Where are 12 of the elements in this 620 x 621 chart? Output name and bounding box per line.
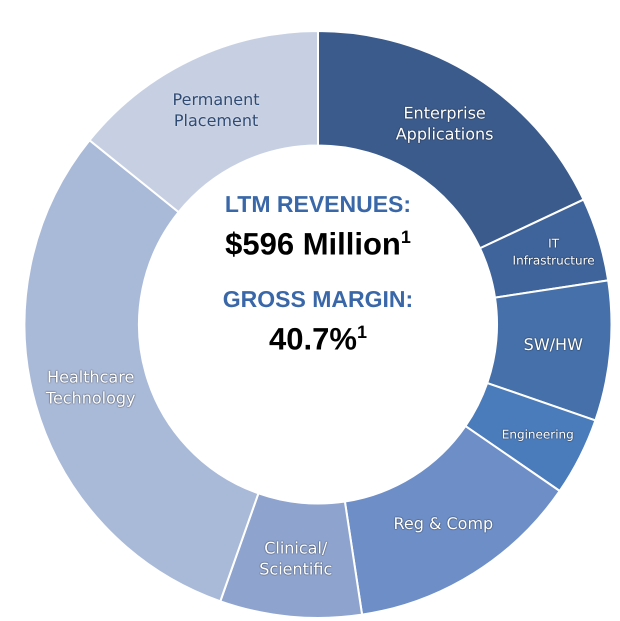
text: GROSS MARGIN: (222, 285, 414, 314)
slice-label: Healthcare Technology (44, 368, 136, 408)
slice-label: Clinical/Scientific (259, 538, 332, 578)
text: $596 Million$^{1}$ (224, 225, 412, 264)
slice-label: Permanent Placement (172, 90, 260, 130)
slice-label: Enterprise Applications (396, 104, 494, 144)
text: LTM REVENUES: (224, 190, 412, 218)
slice-label: Engineering (502, 428, 574, 442)
slice-label: Reg & Comp (393, 514, 494, 533)
slice-label: SW/HW (524, 335, 584, 354)
slice-label: IT Infrastructure (512, 236, 595, 268)
text: 40.7%$^{1}$ (268, 320, 368, 359)
